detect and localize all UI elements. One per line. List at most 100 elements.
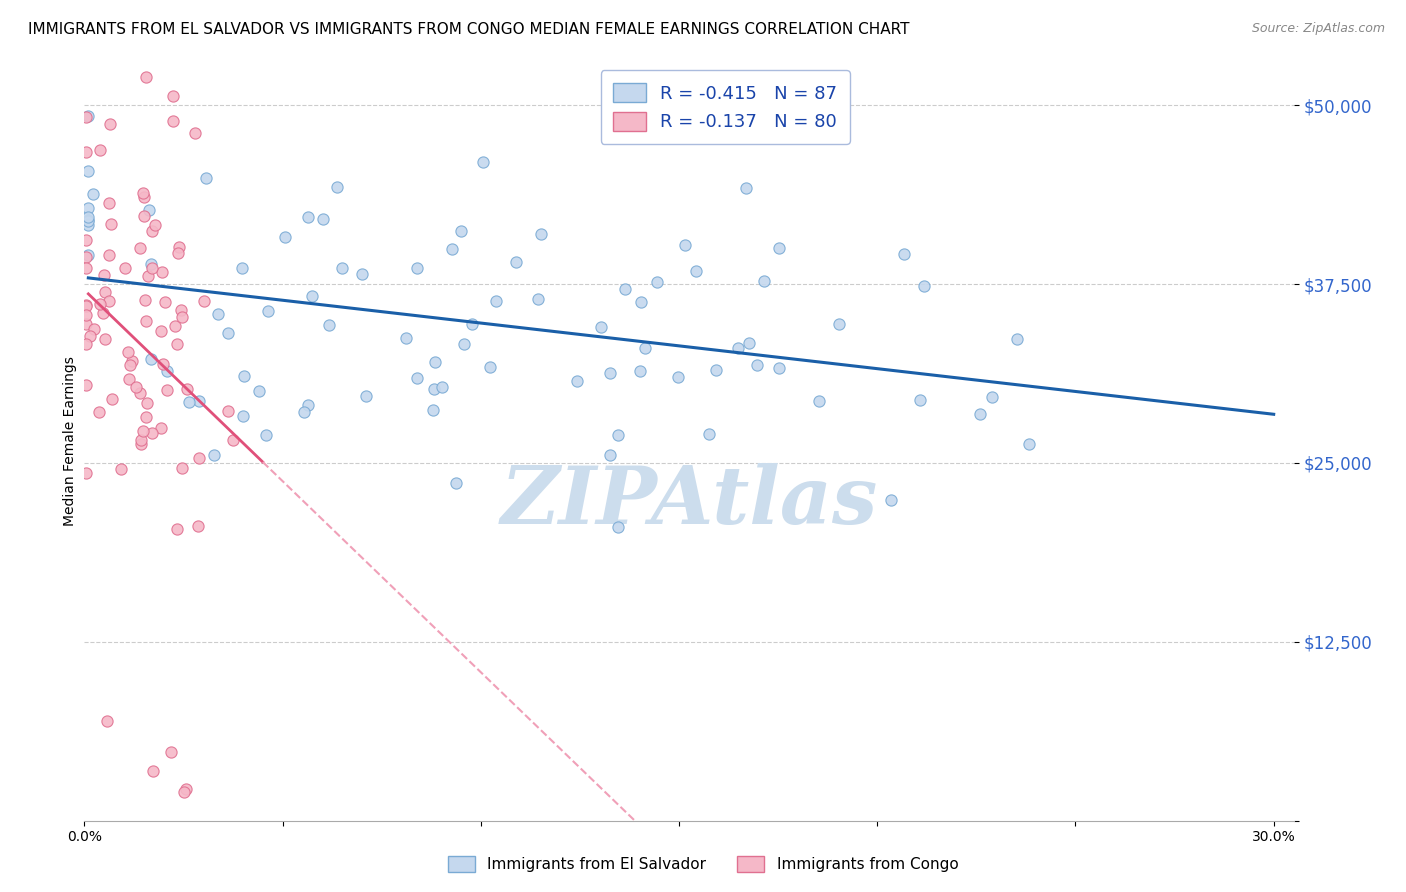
Point xyxy=(879,492,901,507)
Point xyxy=(77,248,100,262)
Point xyxy=(589,319,612,334)
Point xyxy=(83,321,105,335)
Point xyxy=(685,264,707,278)
Point xyxy=(747,358,769,372)
Point xyxy=(176,383,198,397)
Point xyxy=(75,145,97,160)
Point xyxy=(247,384,270,398)
Point xyxy=(87,405,110,419)
Point xyxy=(75,299,97,313)
Point xyxy=(131,434,153,448)
Point xyxy=(141,256,163,270)
Point xyxy=(139,351,162,366)
Point xyxy=(132,209,155,223)
Point xyxy=(141,425,163,440)
Point xyxy=(162,89,184,103)
Text: ZIPAtlas: ZIPAtlas xyxy=(501,464,877,541)
Point xyxy=(75,466,97,480)
Point xyxy=(350,267,373,281)
Point xyxy=(565,374,588,388)
Point xyxy=(135,396,157,410)
Point xyxy=(232,409,254,424)
Point xyxy=(89,297,111,311)
Point xyxy=(77,201,100,215)
Point xyxy=(301,288,323,302)
Point xyxy=(152,265,174,279)
Point xyxy=(75,261,97,276)
Point xyxy=(135,314,157,328)
Point xyxy=(150,421,173,435)
Point xyxy=(134,293,156,308)
Point xyxy=(187,394,209,409)
Point xyxy=(75,250,97,264)
Point xyxy=(981,390,1004,404)
Point xyxy=(645,275,668,289)
Point xyxy=(141,261,163,276)
Point xyxy=(768,360,790,375)
Point xyxy=(77,210,100,224)
Point xyxy=(460,318,482,332)
Point xyxy=(159,745,181,759)
Point xyxy=(75,308,97,322)
Point xyxy=(668,369,690,384)
Point xyxy=(697,426,720,441)
Point xyxy=(297,398,319,412)
Point xyxy=(77,164,100,178)
Point xyxy=(727,341,749,355)
Point xyxy=(100,217,122,231)
Point xyxy=(134,190,156,204)
Point xyxy=(202,449,225,463)
Point xyxy=(165,318,187,333)
Point xyxy=(634,341,657,355)
Point xyxy=(77,218,100,232)
Point xyxy=(599,366,621,380)
Point xyxy=(326,180,349,194)
Point xyxy=(135,410,157,425)
Point xyxy=(75,318,97,332)
Point xyxy=(599,448,621,462)
Point xyxy=(607,520,630,534)
Point xyxy=(217,404,239,418)
Point xyxy=(807,393,830,408)
Point xyxy=(77,110,100,124)
Point xyxy=(187,519,209,533)
Point xyxy=(91,306,114,320)
Point xyxy=(893,246,915,260)
Point xyxy=(312,211,335,226)
Point xyxy=(162,114,184,128)
Point xyxy=(187,451,209,466)
Y-axis label: Median Female Earnings: Median Female Earnings xyxy=(63,357,77,526)
Point xyxy=(194,171,217,186)
Point xyxy=(89,143,111,157)
Point xyxy=(174,781,197,796)
Point xyxy=(354,389,377,403)
Point xyxy=(166,337,188,351)
Point xyxy=(141,224,163,238)
Point xyxy=(405,260,427,275)
Point xyxy=(628,364,651,378)
Point xyxy=(441,242,464,256)
Point xyxy=(529,227,551,241)
Point xyxy=(149,324,172,338)
Point xyxy=(79,328,101,343)
Point xyxy=(1018,436,1040,450)
Point xyxy=(129,386,152,401)
Point xyxy=(183,126,205,140)
Point xyxy=(292,404,315,418)
Point xyxy=(136,268,159,283)
Point xyxy=(118,372,141,386)
Point xyxy=(444,475,467,490)
Point xyxy=(297,211,319,225)
Point xyxy=(472,154,495,169)
Point xyxy=(1005,332,1028,346)
Point xyxy=(97,293,120,308)
Point xyxy=(75,298,97,312)
Point xyxy=(129,437,152,451)
Point xyxy=(607,428,630,442)
Point xyxy=(129,241,152,255)
Point xyxy=(135,70,157,84)
Point xyxy=(124,380,146,394)
Point xyxy=(614,282,637,296)
Point xyxy=(193,293,215,308)
Point xyxy=(172,310,194,325)
